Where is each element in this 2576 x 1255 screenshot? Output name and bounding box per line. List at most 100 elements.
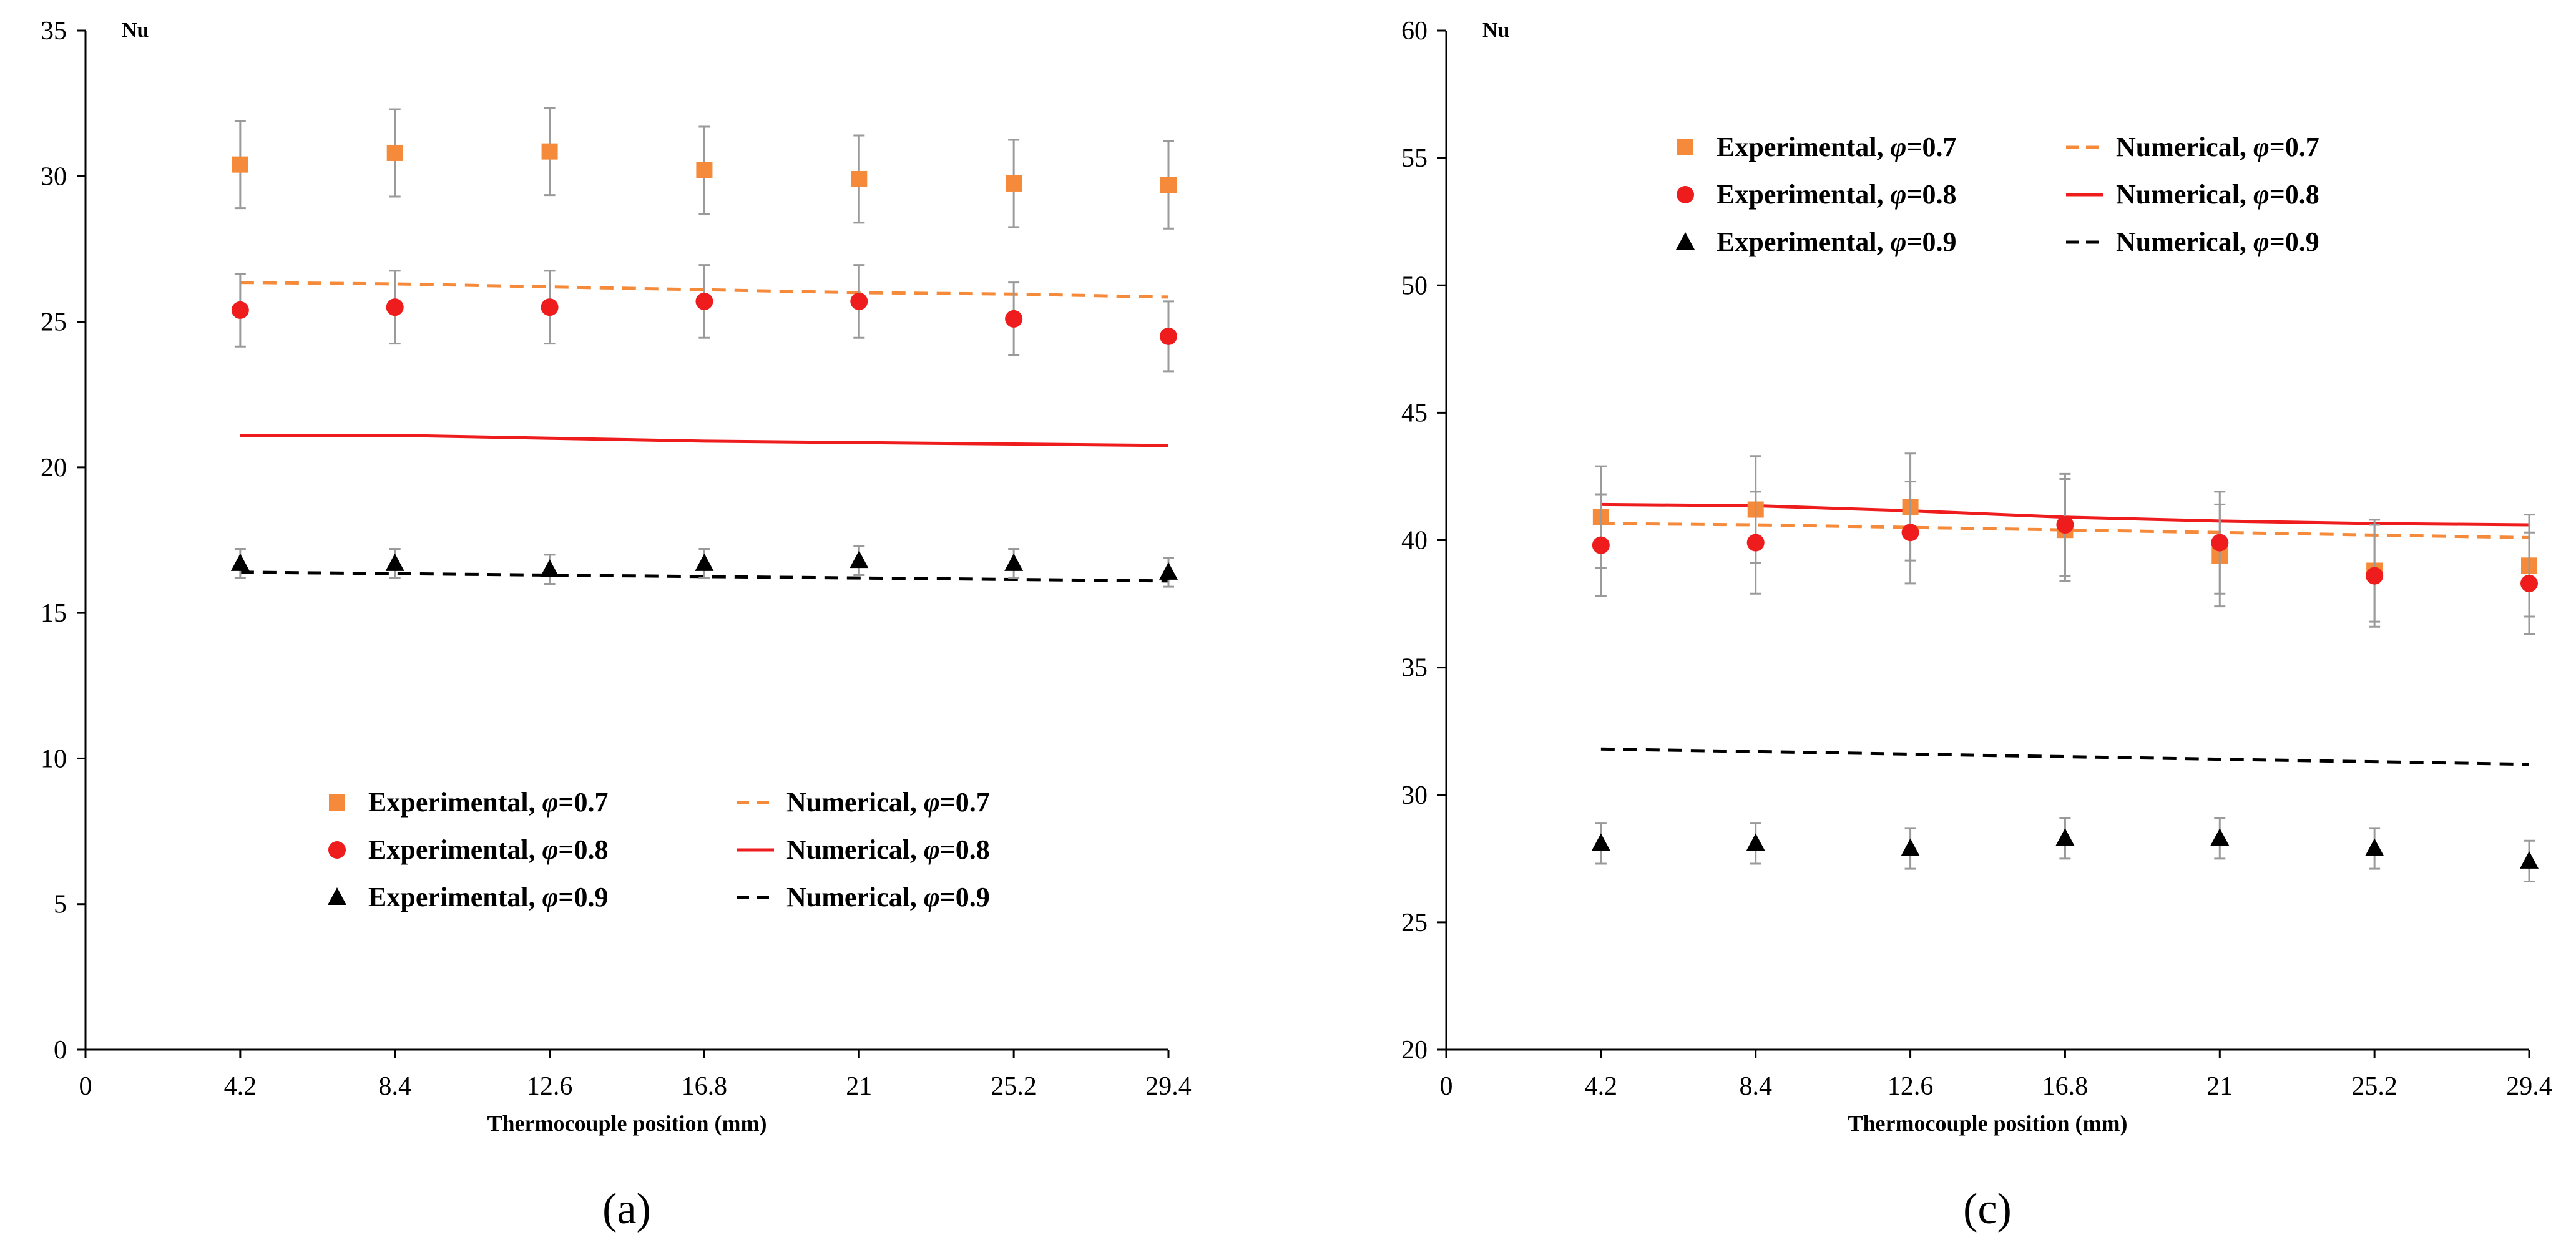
legend-label: Numerical, φ=0.8 [2116, 179, 2319, 210]
x-tick-label: 12.6 [1888, 1072, 1934, 1101]
data-point [696, 162, 713, 178]
data-point [541, 298, 559, 316]
data-point [1591, 833, 1610, 851]
y-tick-label: 50 [1401, 271, 1428, 300]
chart-panel-a: 0 5 10 15 20 25 30 35 0 4.2 8.4 12.6 16.8 21 25.2 29.4 N… [41, 17, 1192, 1233]
x-tick-label: 21 [2206, 1072, 2233, 1101]
x-tick-label: 4.2 [224, 1072, 257, 1101]
data-point [541, 143, 558, 160]
legend-marker [1677, 139, 1693, 155]
data-point [1746, 833, 1765, 851]
data-point [231, 301, 249, 319]
legend-label: Experimental, φ=0.9 [1717, 227, 1956, 257]
legend-label: Experimental, φ=0.8 [368, 834, 608, 865]
data-point [2056, 516, 2074, 534]
data-point [1006, 175, 1022, 192]
x-tick-label: 29.4 [1145, 1072, 1192, 1101]
y-tick-label: 35 [1401, 654, 1428, 683]
y-tick-label: 5 [54, 891, 67, 919]
y-tick-label: 45 [1401, 399, 1428, 427]
y-tick-label: 20 [1401, 1036, 1428, 1065]
legend-label: Experimental, φ=0.7 [368, 787, 608, 818]
data-point [1592, 536, 1610, 554]
legend-marker [1677, 186, 1694, 203]
data-point [2520, 574, 2538, 592]
x-tick-label: 0 [1440, 1072, 1453, 1101]
x-tick-label: 25.2 [2351, 1072, 2397, 1101]
x-tick-label: 12.6 [527, 1072, 573, 1101]
series-points-experimental-phi-0-9 [230, 545, 1178, 588]
x-tick-label: 21 [846, 1072, 872, 1101]
y-tick-label: 25 [41, 308, 67, 337]
y-tick-label: 40 [1401, 527, 1428, 555]
data-point [2210, 828, 2230, 846]
series-points-experimental-phi-0-8 [231, 264, 1177, 373]
y-axis-title: Nu [122, 19, 149, 42]
data-point [385, 553, 404, 571]
x-tick-label: 0 [79, 1072, 92, 1101]
data-point [1901, 838, 1920, 856]
data-point [1159, 562, 1178, 580]
series-points-experimental-phi-0-9 [1591, 816, 2539, 883]
legend-marker [328, 887, 346, 905]
legend-marker [329, 794, 345, 811]
data-point [2211, 534, 2229, 552]
x-tick-label: 4.2 [1585, 1072, 1618, 1101]
data-point [1160, 177, 1177, 193]
x-axis-title: Thermocouple position (mm) [1848, 1111, 2128, 1136]
data-point [386, 298, 404, 316]
legend: Experimental, φ=0.7 Experimental, φ=0.8 Ex… [328, 787, 990, 912]
x-tick-label: 29.4 [2506, 1072, 2552, 1101]
data-point [851, 170, 868, 187]
legend-label: Numerical, φ=0.9 [2116, 227, 2319, 257]
legend-label: Experimental, φ=0.9 [368, 882, 608, 912]
data-point [1160, 327, 1177, 345]
x-tick-label: 16.8 [682, 1072, 728, 1101]
legend-marker [1676, 232, 1695, 250]
series-points-experimental-phi-0-7 [232, 107, 1177, 230]
legend-label: Numerical, φ=0.7 [2116, 132, 2319, 162]
data-point [540, 559, 559, 577]
series-line-numerical-phi-0-9 [1600, 747, 2530, 766]
data-point [2520, 851, 2539, 869]
data-point [1004, 553, 1024, 571]
data-point [1005, 310, 1023, 328]
data-point [850, 550, 869, 569]
x-axis-title: Thermocouple position (mm) [487, 1111, 767, 1136]
data-point [695, 292, 713, 310]
data-point [386, 144, 403, 161]
y-tick-label: 30 [1401, 781, 1428, 810]
data-point [2365, 838, 2384, 856]
data-point [230, 553, 250, 571]
y-tick-label: 20 [41, 454, 67, 482]
series-line-numerical-phi-0-9 [240, 570, 1169, 583]
x-tick-label: 8.4 [1739, 1072, 1772, 1101]
legend-label: Experimental, φ=0.7 [1717, 132, 1956, 162]
y-tick-label: 15 [41, 599, 67, 628]
legend-label: Numerical, φ=0.7 [786, 787, 990, 818]
x-tick-label: 25.2 [991, 1072, 1037, 1101]
y-tick-label: 35 [41, 17, 67, 46]
series-line-numerical-phi-0-8 [240, 434, 1169, 447]
data-point [1746, 534, 1765, 552]
y-tick-label: 55 [1401, 144, 1428, 173]
chart-panel-c: 20 25 30 35 40 45 50 55 60 0 4.2 8.4 12.6 16.8 21 25.2 2… [1401, 17, 2552, 1233]
legend-label: Numerical, φ=0.8 [786, 834, 990, 865]
data-point [850, 292, 868, 310]
legend-label: Numerical, φ=0.9 [786, 882, 990, 912]
y-tick-label: 0 [54, 1036, 67, 1065]
y-tick-label: 25 [1401, 909, 1428, 937]
data-point [2366, 567, 2384, 585]
y-tick-label: 10 [41, 745, 67, 773]
x-tick-label: 16.8 [2042, 1072, 2089, 1101]
data-point [232, 156, 248, 173]
y-axis-title: Nu [1482, 19, 1509, 42]
y-tick-label: 30 [41, 162, 67, 191]
series-points-experimental-phi-0-8 [1592, 472, 2538, 636]
legend-marker [328, 841, 346, 859]
panel-caption: (a) [602, 1185, 651, 1233]
y-tick-label: 60 [1401, 17, 1428, 46]
data-point [1901, 524, 1919, 542]
x-tick-label: 8.4 [378, 1072, 411, 1101]
